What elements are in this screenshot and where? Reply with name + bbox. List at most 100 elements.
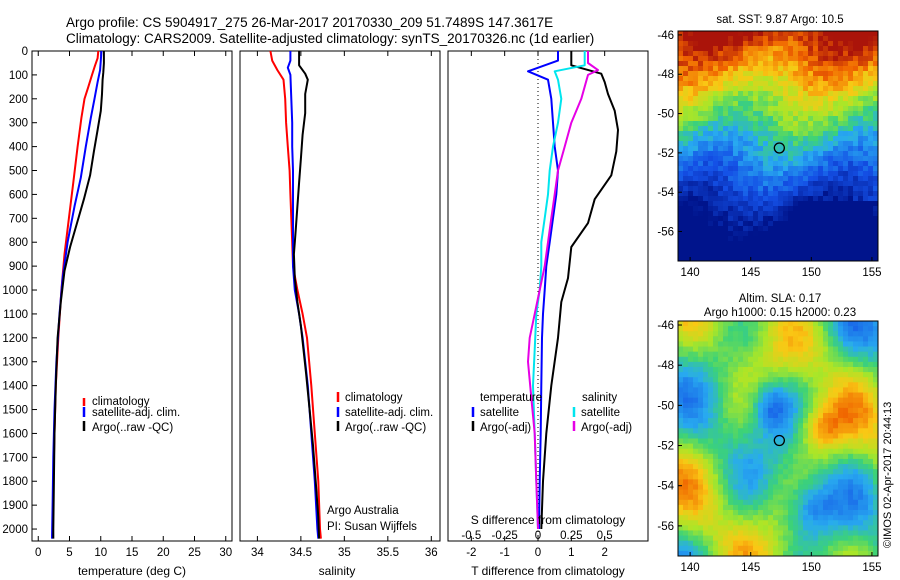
- map-cell: [723, 241, 729, 247]
- map-cell: [843, 256, 849, 262]
- map-cell: [828, 66, 834, 72]
- map-cell: [693, 146, 699, 152]
- map-cell: [798, 41, 804, 47]
- map-cell: [853, 418, 859, 424]
- map-cell: [823, 156, 829, 162]
- map-cell: [798, 520, 804, 526]
- map-cell: [738, 51, 744, 57]
- map-cell: [828, 181, 834, 187]
- map-cell: [868, 443, 874, 450]
- map-cell: [733, 106, 739, 112]
- map-cell: [748, 464, 754, 470]
- map-cell: [718, 484, 724, 490]
- map-cell: [703, 91, 709, 97]
- sst-map-frame: [677, 30, 879, 262]
- map-cell: [788, 176, 794, 182]
- map-cell: [698, 201, 704, 207]
- map-cell: [708, 201, 714, 207]
- map-cell: [798, 96, 804, 102]
- map-cell: [693, 86, 699, 92]
- map-cell: [873, 86, 879, 92]
- map-cell: [788, 464, 794, 470]
- map-cell: [778, 221, 784, 227]
- map-cell: [838, 46, 844, 52]
- map-cell: [683, 106, 689, 112]
- map-cell: [858, 176, 864, 182]
- map-cell: [858, 433, 864, 439]
- map-cell: [873, 176, 879, 182]
- map-cell: [773, 156, 779, 162]
- map-cell: [843, 525, 849, 531]
- map-cell: [758, 504, 764, 511]
- map-cell: [833, 453, 839, 460]
- map-cell: [873, 126, 879, 132]
- map-cell: [753, 361, 759, 368]
- map-cell: [763, 166, 769, 172]
- map-cell: [733, 392, 739, 399]
- map-cell: [698, 186, 704, 192]
- map-cell: [678, 545, 684, 552]
- map-cell: [783, 448, 789, 455]
- map-cell: [873, 101, 879, 107]
- map-cell: [763, 221, 769, 227]
- map-cell: [738, 161, 744, 167]
- map-cell: [758, 41, 764, 47]
- map-cell: [758, 433, 764, 439]
- map-cell: [808, 241, 814, 247]
- map-cell: [823, 151, 829, 157]
- map-cell: [723, 458, 729, 465]
- map-cell: [708, 116, 714, 122]
- map-cell: [843, 196, 849, 202]
- map-cell: [848, 191, 854, 197]
- map-cell: [708, 51, 714, 57]
- map-cell: [778, 351, 784, 358]
- map-cell: [778, 136, 784, 142]
- map-cell: [763, 76, 769, 82]
- map-cell: [743, 176, 749, 182]
- map-cell: [833, 351, 839, 358]
- y-tick-label: 2000: [2, 524, 28, 536]
- map-cell: [868, 151, 874, 157]
- map-cell: [788, 31, 794, 37]
- map-cell: [813, 499, 819, 506]
- map-cell: [713, 216, 719, 222]
- map-cell: [738, 474, 744, 480]
- map-cell: [853, 41, 859, 47]
- map-cell: [823, 433, 829, 439]
- map-cell: [728, 550, 734, 557]
- map-cell: [683, 186, 689, 192]
- map-cell: [873, 136, 879, 142]
- map-cell: [868, 464, 874, 470]
- map-cell: [788, 438, 794, 445]
- map-cell: [718, 382, 724, 388]
- map-cell: [868, 46, 874, 52]
- map-cell: [823, 479, 829, 485]
- map-cell: [713, 412, 719, 419]
- map-cell: [783, 510, 789, 516]
- map-cell: [738, 545, 744, 552]
- map-cell: [678, 346, 684, 353]
- map-cell: [748, 191, 754, 197]
- map-cell: [813, 510, 819, 516]
- map-cell: [803, 246, 809, 252]
- map-cell: [788, 71, 794, 77]
- map-cell: [843, 448, 849, 455]
- map-cell: [728, 66, 734, 72]
- map-cell: [733, 387, 739, 393]
- map-cell: [833, 438, 839, 445]
- map-cell: [778, 106, 784, 112]
- map-cell: [708, 231, 714, 237]
- map-cell: [693, 181, 699, 187]
- map-cell: [868, 412, 874, 419]
- map-cell: [748, 151, 754, 157]
- map-cell: [733, 372, 739, 378]
- map-cell: [823, 221, 829, 227]
- map-cell: [848, 121, 854, 127]
- map-cell: [753, 397, 759, 404]
- map-cell: [703, 397, 709, 404]
- map-cell: [813, 382, 819, 388]
- map-cell: [788, 201, 794, 207]
- map-cell: [798, 448, 804, 455]
- map-cell: [733, 423, 739, 429]
- map-cell: [733, 151, 739, 157]
